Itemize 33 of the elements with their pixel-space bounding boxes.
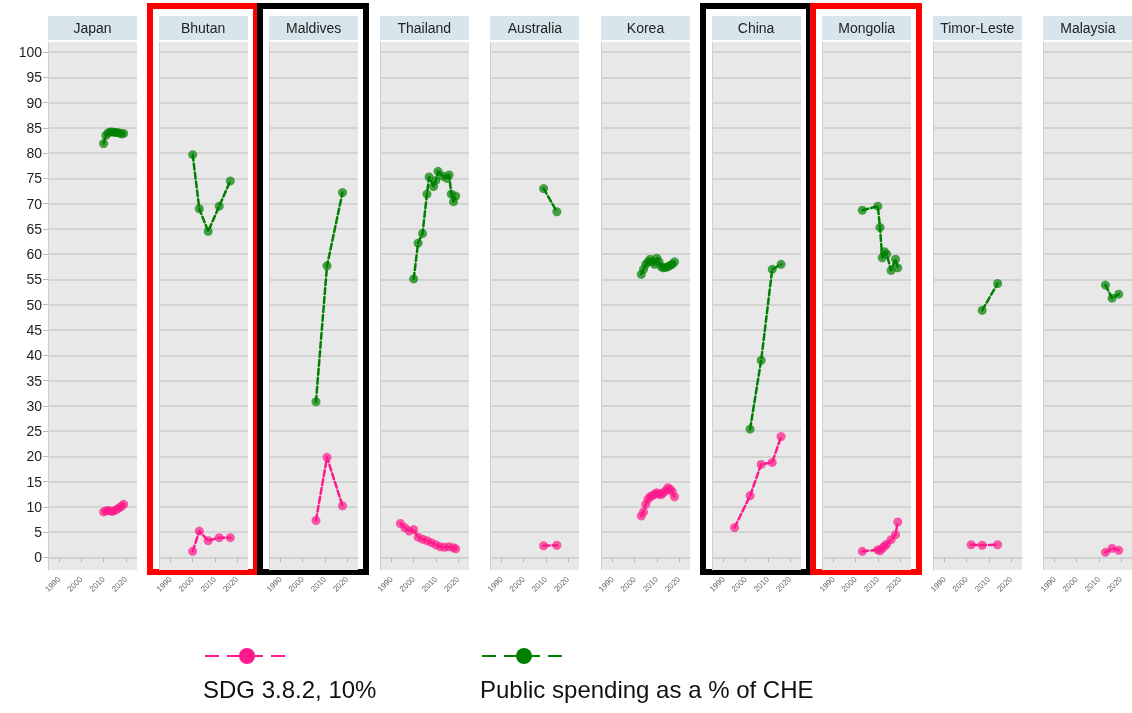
chart-title: China bbox=[711, 16, 801, 40]
chart-title: Bhutan bbox=[158, 16, 248, 40]
chart-title: Mongolia bbox=[822, 16, 912, 40]
y-tick-label: 35 bbox=[26, 372, 43, 389]
y-tick-label: 40 bbox=[26, 347, 43, 364]
y-tick-label: 90 bbox=[26, 94, 43, 111]
y-tick-label: 20 bbox=[26, 448, 43, 465]
y-tick-label: 75 bbox=[26, 170, 43, 187]
chart-title: Australia bbox=[490, 16, 580, 40]
chart-title: Japan bbox=[48, 16, 137, 40]
y-tick-label: 50 bbox=[26, 296, 43, 313]
chart-title: Malaysia bbox=[1043, 16, 1132, 40]
y-tick-label: 85 bbox=[26, 119, 43, 136]
chart-title: Timor-Leste bbox=[932, 16, 1022, 40]
y-tick-label: 30 bbox=[26, 397, 43, 414]
y-tick-label: 65 bbox=[26, 220, 43, 237]
y-tick-label: 80 bbox=[26, 145, 43, 162]
y-tick-label: 5 bbox=[34, 524, 43, 541]
y-tick-label: 95 bbox=[26, 69, 43, 86]
y-tick-label: 70 bbox=[26, 195, 43, 212]
chart-title: Korea bbox=[601, 16, 690, 40]
y-tick-label: 25 bbox=[26, 423, 43, 440]
y-tick-label: 10 bbox=[26, 498, 43, 515]
y-tick-label: 55 bbox=[26, 271, 43, 288]
y-tick-label: 60 bbox=[26, 246, 43, 263]
legend-label: SDG 3.8.2, 10% bbox=[203, 676, 377, 704]
legend-label: Public spending as a % of CHE bbox=[480, 676, 814, 704]
y-tick-label: 100 bbox=[18, 44, 43, 61]
y-tick-label: 15 bbox=[26, 473, 43, 490]
chart-title: Thailand bbox=[379, 16, 469, 40]
y-tick-label: 45 bbox=[26, 322, 43, 338]
y-tick-label: 0 bbox=[34, 549, 43, 566]
chart-title: Maldives bbox=[269, 16, 359, 40]
